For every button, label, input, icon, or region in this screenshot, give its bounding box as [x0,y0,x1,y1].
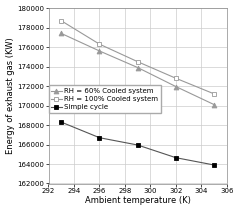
RH = 60% Cooled system [212,103,215,106]
RH = 60% Cooled system [60,32,63,35]
RH = 100% Cooled system [60,19,63,22]
Simple cycle [212,164,215,166]
Line: RH = 100% Cooled system: RH = 100% Cooled system [59,18,216,96]
RH = 100% Cooled system [212,93,215,95]
RH = 60% Cooled system [174,85,177,88]
Legend: RH = 60% Cooled system, RH = 100% Cooled system, Simple cycle: RH = 60% Cooled system, RH = 100% Cooled… [49,85,161,113]
Simple cycle [98,137,101,139]
RH = 100% Cooled system [98,43,101,45]
RH = 100% Cooled system [174,77,177,80]
Simple cycle [136,144,139,146]
Line: Simple cycle: Simple cycle [59,120,216,167]
RH = 100% Cooled system [136,60,139,63]
RH = 60% Cooled system [136,66,139,69]
Line: RH = 60% Cooled system: RH = 60% Cooled system [59,31,216,107]
Simple cycle [60,121,63,123]
Simple cycle [174,156,177,159]
X-axis label: Ambient temperature (K): Ambient temperature (K) [85,196,190,206]
RH = 60% Cooled system [98,50,101,52]
Y-axis label: Energy of exhaust gas (KW): Energy of exhaust gas (KW) [5,37,15,154]
